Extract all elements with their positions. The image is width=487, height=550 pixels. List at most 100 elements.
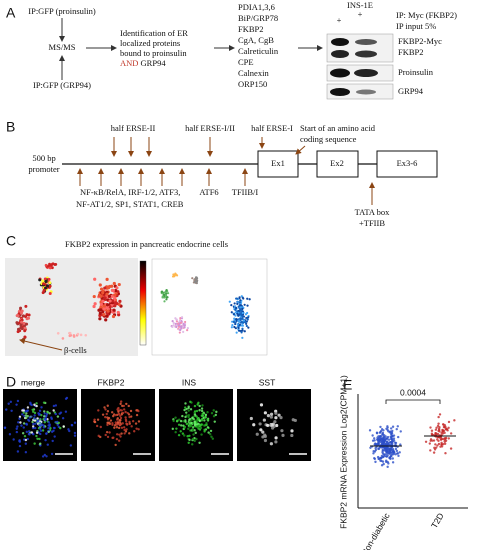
panel-label: A xyxy=(6,5,16,21)
dot xyxy=(191,437,195,441)
dot xyxy=(26,437,29,441)
band xyxy=(331,38,349,46)
dot xyxy=(396,452,399,455)
dot xyxy=(29,403,32,406)
dot xyxy=(269,415,273,419)
dot xyxy=(125,419,128,423)
ip-label: IP:GFP (GRP94) xyxy=(33,80,91,90)
channel-label: SST xyxy=(259,377,276,387)
dot xyxy=(112,308,116,312)
dot xyxy=(259,428,263,432)
channel-label: FKBP2 xyxy=(98,377,125,387)
dot xyxy=(234,306,238,310)
exon xyxy=(257,150,299,178)
dot xyxy=(244,321,247,324)
dot xyxy=(392,437,396,440)
dot xyxy=(28,416,32,419)
dot xyxy=(119,400,123,403)
dot xyxy=(241,327,244,330)
dot xyxy=(56,331,60,335)
dot xyxy=(239,309,243,312)
dot xyxy=(110,411,114,414)
dot xyxy=(43,453,47,457)
dot xyxy=(389,452,392,456)
dot xyxy=(95,424,99,428)
dot xyxy=(198,441,201,444)
band xyxy=(354,69,378,77)
dot xyxy=(188,418,191,422)
dot xyxy=(97,409,100,412)
dot xyxy=(389,435,392,438)
dot xyxy=(27,313,31,317)
dot xyxy=(23,335,27,339)
dot xyxy=(234,321,237,324)
arrow xyxy=(295,145,306,155)
dot xyxy=(125,428,128,431)
dot xyxy=(270,423,274,428)
dot xyxy=(248,298,251,301)
dot xyxy=(32,432,35,436)
dot xyxy=(238,301,241,304)
dot xyxy=(121,404,124,408)
umap-dots xyxy=(160,272,251,339)
dot xyxy=(99,287,104,291)
dot xyxy=(177,433,181,437)
beta-label: β-cells xyxy=(64,345,87,355)
dot xyxy=(110,288,114,292)
dot xyxy=(183,324,186,327)
dot xyxy=(190,418,193,422)
dot xyxy=(45,455,48,458)
dot xyxy=(396,425,399,428)
dot xyxy=(9,400,13,404)
dot xyxy=(33,414,36,417)
dot xyxy=(237,326,240,329)
dot xyxy=(93,418,96,421)
cell-line: INS-1E xyxy=(347,0,373,10)
dot xyxy=(280,429,284,433)
tf-label: NF-κB/RelA, IRF-1/2, ATF3, xyxy=(80,187,180,197)
p-value: 0.0004 xyxy=(400,387,426,397)
dot xyxy=(21,413,24,416)
dot xyxy=(383,449,386,452)
dot xyxy=(196,403,199,406)
dot xyxy=(128,420,131,424)
dot xyxy=(112,281,116,286)
dot xyxy=(373,450,377,453)
dot xyxy=(137,420,141,423)
dot xyxy=(230,326,233,329)
dot xyxy=(16,314,20,318)
dot xyxy=(178,418,181,421)
dot xyxy=(175,324,178,327)
dot xyxy=(38,422,41,425)
dot xyxy=(119,416,123,420)
dot xyxy=(98,311,102,315)
exon-label: Ex2 xyxy=(330,158,344,168)
dot xyxy=(386,465,389,469)
dot xyxy=(397,454,400,458)
dot xyxy=(32,426,35,430)
tsne-dots xyxy=(15,262,123,341)
dot xyxy=(233,317,236,320)
dot xyxy=(183,434,186,437)
dot xyxy=(387,452,390,455)
dot xyxy=(184,420,187,423)
dot xyxy=(115,286,119,290)
dot xyxy=(16,399,20,403)
dot xyxy=(24,451,28,454)
dot xyxy=(440,445,444,448)
dot xyxy=(30,431,34,434)
dot xyxy=(27,430,31,433)
dot xyxy=(166,292,170,295)
dot xyxy=(270,426,275,430)
dot xyxy=(121,411,125,415)
dot xyxy=(15,403,18,406)
dot xyxy=(92,304,96,309)
dot xyxy=(99,294,103,298)
dot xyxy=(54,404,58,407)
dot xyxy=(93,302,97,306)
panel-d: D merge FKBP2 INS SST xyxy=(3,374,311,461)
protein-label: Calreticulin xyxy=(238,46,279,56)
dot xyxy=(373,457,377,461)
dot xyxy=(184,406,187,409)
dot xyxy=(54,412,57,416)
